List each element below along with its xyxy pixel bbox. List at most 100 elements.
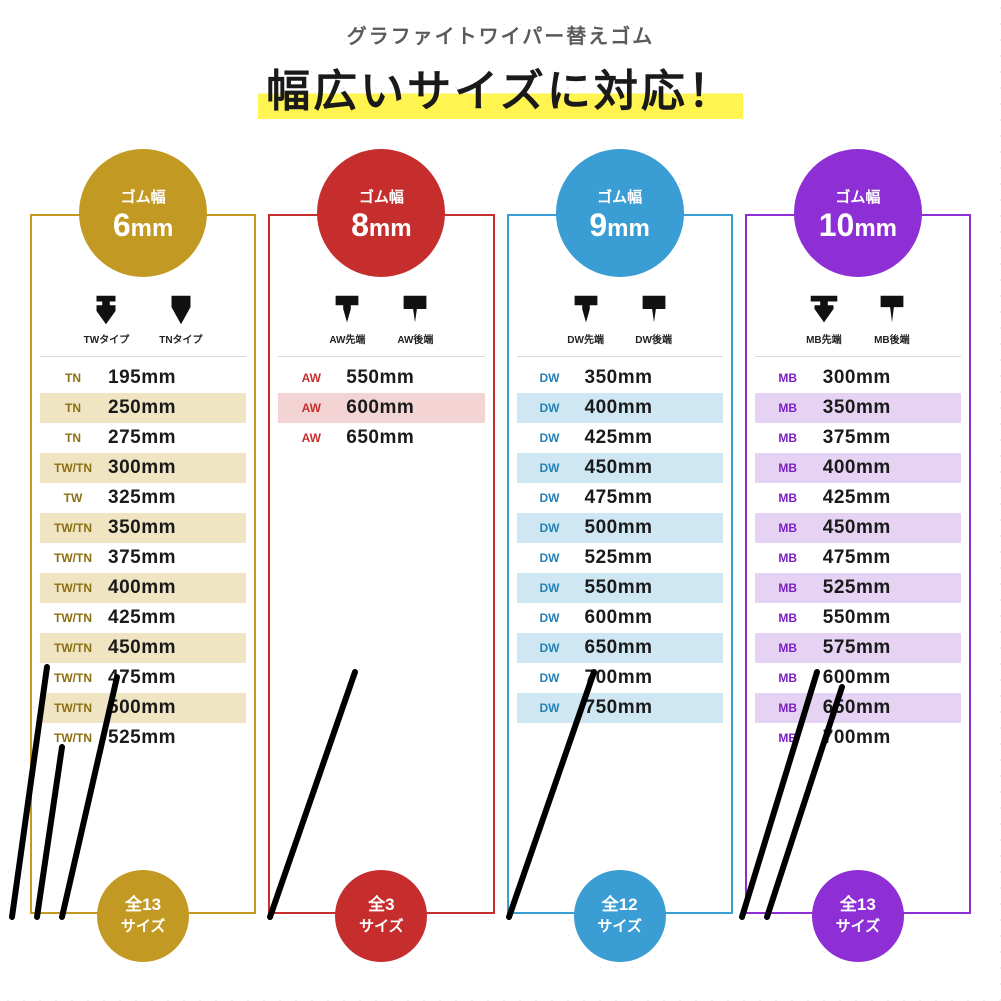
column-box: AW先端 AW後端 AW 550mm AW 600mm AW 650mm	[268, 214, 494, 914]
total-label: サイズ	[597, 915, 642, 936]
row-size: 550mm	[817, 607, 891, 629]
row-size: 475mm	[102, 667, 176, 689]
row-code: TW/TN	[44, 521, 102, 535]
column-box: DW先端 DW後端 DW 350mm DW 400mm DW 425mm	[507, 214, 733, 914]
total-badge: 全13 サイズ	[812, 870, 904, 962]
row-code: TW/TN	[44, 551, 102, 565]
row-size: 475mm	[579, 487, 653, 509]
icon-label-2: DW後端	[635, 331, 672, 346]
size-row: TW 325mm	[40, 483, 246, 513]
icon-label-1: TWタイプ	[84, 331, 130, 346]
row-code: AW	[282, 431, 340, 445]
row-code: TW/TN	[44, 701, 102, 715]
row-size: 375mm	[817, 427, 891, 449]
row-size: 350mm	[817, 397, 891, 419]
size-row: DW 650mm	[517, 633, 723, 663]
row-code: TN	[44, 401, 102, 415]
column-8mm: ゴム幅 8mm AW先端 AW後端 AW 550mm AW 60	[268, 149, 494, 914]
size-row: MB 375mm	[755, 423, 961, 453]
row-size: 600mm	[340, 397, 414, 419]
subtitle: グラファイトワイパー替えゴム	[20, 20, 981, 49]
row-size: 350mm	[579, 367, 653, 389]
width-size: 10mm	[819, 209, 897, 241]
column-6mm: ゴム幅 6mm TWタイプ TNタイプ TN 195mm TN	[30, 149, 256, 914]
row-size: 275mm	[102, 427, 176, 449]
row-size: 300mm	[102, 457, 176, 479]
row-size: 500mm	[579, 517, 653, 539]
row-code: MB	[759, 401, 817, 415]
icon-group-1: MB先端	[805, 292, 843, 346]
total-badge: 全13 サイズ	[97, 870, 189, 962]
row-size: 425mm	[579, 427, 653, 449]
icon-label-2: AW後端	[397, 331, 433, 346]
row-code: TW/TN	[44, 731, 102, 745]
row-code: DW	[521, 551, 579, 565]
size-row: DW 475mm	[517, 483, 723, 513]
profile-icon	[567, 292, 605, 328]
total-badge: 全12 サイズ	[574, 870, 666, 962]
size-row: TW/TN 300mm	[40, 453, 246, 483]
row-size: 500mm	[102, 697, 176, 719]
width-badge: ゴム幅 10mm	[794, 149, 922, 277]
row-code: TW	[44, 491, 102, 505]
icon-group-1: DW先端	[567, 292, 605, 346]
size-row: TW/TN 350mm	[40, 513, 246, 543]
row-code: TW/TN	[44, 671, 102, 685]
row-code: DW	[521, 521, 579, 535]
row-code: MB	[759, 551, 817, 565]
total-label: サイズ	[121, 915, 166, 936]
size-row: TW/TN 400mm	[40, 573, 246, 603]
size-row: MB 525mm	[755, 573, 961, 603]
icon-label-1: AW先端	[329, 331, 365, 346]
profile-icons: TWタイプ TNタイプ	[40, 286, 246, 357]
width-size: 6mm	[113, 209, 173, 241]
profile-icon	[873, 292, 911, 328]
icon-group-1: TWタイプ	[84, 292, 130, 346]
row-size: 425mm	[102, 607, 176, 629]
size-row: MB 425mm	[755, 483, 961, 513]
size-row: DW 550mm	[517, 573, 723, 603]
profile-icons: DW先端 DW後端	[517, 286, 723, 357]
size-row: MB 475mm	[755, 543, 961, 573]
row-size: 450mm	[817, 517, 891, 539]
profile-icon	[162, 292, 200, 328]
size-row: TW/TN 425mm	[40, 603, 246, 633]
row-size: 195mm	[102, 367, 176, 389]
width-size: 8mm	[351, 209, 411, 241]
icon-label-2: TNタイプ	[159, 331, 202, 346]
row-size: 375mm	[102, 547, 176, 569]
column-box: MB先端 MB後端 MB 300mm MB 350mm MB 375mm	[745, 214, 971, 914]
profile-icon	[328, 292, 366, 328]
row-code: MB	[759, 641, 817, 655]
size-row: AW 600mm	[278, 393, 484, 423]
size-row: MB 550mm	[755, 603, 961, 633]
width-label: ゴム幅	[597, 186, 642, 207]
row-size: 650mm	[579, 637, 653, 659]
row-code: DW	[521, 371, 579, 385]
row-code: MB	[759, 371, 817, 385]
row-size: 400mm	[579, 397, 653, 419]
size-row: DW 600mm	[517, 603, 723, 633]
total-label: サイズ	[836, 915, 881, 936]
size-row: TN 250mm	[40, 393, 246, 423]
icon-label-1: MB先端	[806, 331, 842, 346]
row-code: AW	[282, 401, 340, 415]
profile-icon	[87, 292, 125, 328]
row-code: DW	[521, 401, 579, 415]
row-code: DW	[521, 641, 579, 655]
column-10mm: ゴム幅 10mm MB先端 MB後端 MB 300mm MB 3	[745, 149, 971, 914]
row-code: AW	[282, 371, 340, 385]
row-size: 550mm	[340, 367, 414, 389]
row-size: 700mm	[817, 727, 891, 749]
row-code: TW/TN	[44, 641, 102, 655]
size-row: DW 450mm	[517, 453, 723, 483]
row-size: 475mm	[817, 547, 891, 569]
row-code: MB	[759, 671, 817, 685]
row-size: 325mm	[102, 487, 176, 509]
size-row: MB 450mm	[755, 513, 961, 543]
row-size: 650mm	[817, 697, 891, 719]
row-size: 300mm	[817, 367, 891, 389]
size-row: TN 275mm	[40, 423, 246, 453]
size-row: TW/TN 500mm	[40, 693, 246, 723]
row-size: 575mm	[817, 637, 891, 659]
